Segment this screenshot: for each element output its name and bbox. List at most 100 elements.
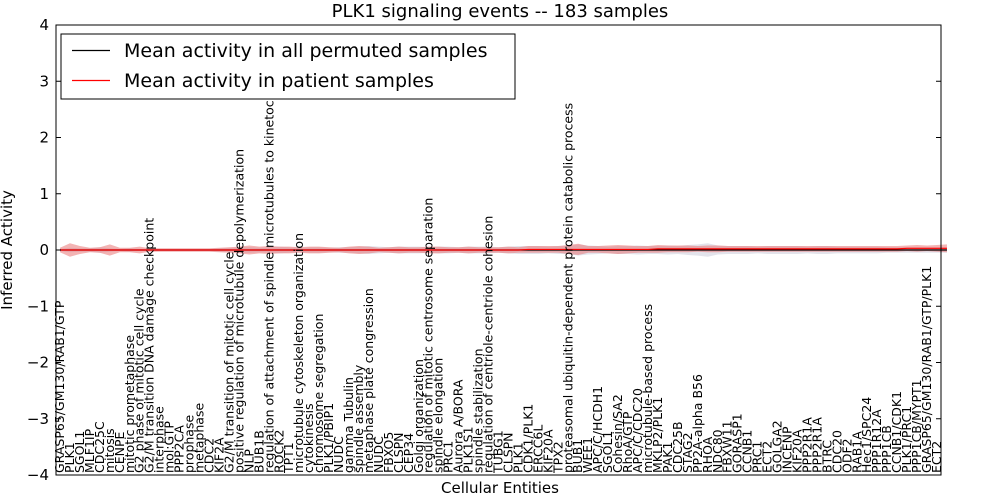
category-label: G2 phase of mitotic cell cycle: [132, 288, 147, 473]
category-label: regulation of centriole-centriole cohesi…: [481, 216, 496, 473]
category-label: PPP1CB/MYPT1: [909, 379, 924, 473]
category-label: spindle assembly: [351, 364, 366, 473]
category-label: G2/M transition DNA damage checkpoint: [142, 218, 157, 473]
category-label: GRASP65/GM130/RAB1/GTP/PLK1: [919, 266, 934, 473]
category-label: KIF20A: [789, 429, 804, 473]
category-label: PLK1: [62, 442, 77, 473]
category-label: APC/C/CDC20: [630, 388, 645, 473]
category-label: mitosis: [102, 428, 117, 473]
category-label: NUDC: [371, 436, 386, 473]
category-label: NDC80: [710, 429, 725, 473]
category-label: CDC25B: [670, 421, 685, 473]
category-label: PPP2R1A: [809, 417, 824, 473]
category-label: STAG2: [680, 432, 695, 473]
series-line-patient: [60, 247, 947, 251]
category-label: WEE1: [580, 437, 595, 473]
category-label: BUB1B: [251, 430, 266, 473]
category-label: spindle stabilization: [471, 348, 486, 473]
category-label: FBXO5: [381, 432, 396, 473]
y-tick-label: −4: [27, 466, 49, 484]
y-tick-label: 1: [39, 185, 49, 203]
legend: Mean activity in all permuted samples Me…: [60, 33, 516, 100]
category-label: PLK1S1: [461, 426, 476, 473]
category-label: PRC1: [441, 441, 456, 473]
category-label: KIF2A: [211, 437, 226, 473]
category-label: CLSPN: [391, 432, 406, 473]
category-label: CCNB1: [740, 430, 755, 473]
category-label: PLK1/PRC1: [899, 406, 914, 473]
category-label: CLSPN: [500, 432, 515, 473]
category-label: ECT2: [929, 441, 944, 473]
category-label: TPT1: [281, 442, 296, 474]
legend-label-patient: Mean activity in patient samples: [124, 70, 434, 92]
y-axis-label: Inferred Activity: [0, 190, 16, 310]
legend-box: [60, 33, 516, 100]
category-label: MKLP2/PLK1: [650, 397, 665, 473]
category-label: Hec1/SPC24: [859, 397, 874, 473]
category-label: SGOL1: [72, 431, 87, 473]
y-tick-label: −3: [27, 410, 49, 428]
category-label: RhoA/GTP: [620, 411, 635, 473]
category-label: MLF1IP: [82, 428, 97, 473]
category-label: spindle elongation: [431, 358, 446, 473]
category-label: PLK1: [510, 442, 525, 473]
plot-area: GRASP65/GM130/RAB1/GTPPLK1SGOL1MLF1IPCDC…: [27, 16, 947, 484]
category-label: ROCK2: [271, 430, 286, 473]
category-label: SGOL1: [600, 431, 615, 473]
y-tick-label: −1: [27, 297, 49, 315]
category-label: CDC25C: [92, 421, 107, 473]
category-label: positive regulation of microtubule depol…: [231, 149, 246, 473]
category-label: TUBG1: [491, 430, 506, 474]
category-label: ERCC6L: [530, 425, 545, 473]
category-label: FBXW11: [720, 420, 735, 473]
chart-title: PLK1 signaling events -- 183 samples: [332, 1, 669, 22]
category-label: G2/M transition of mitotic cell cycle: [221, 251, 236, 473]
category-label: NUDC: [331, 436, 346, 473]
category-label: metaphase plate congression: [361, 288, 376, 473]
category-label: CCNB1/CDK1: [889, 391, 904, 473]
category-label: ECT2: [760, 441, 775, 473]
category-label: INCENP: [780, 426, 795, 473]
x-axis-label: Cellular Entities: [441, 479, 559, 497]
category-label: PP2A-alpha B56: [690, 374, 705, 473]
category-label: PRC1: [750, 441, 765, 473]
category-label: BUB1: [570, 439, 585, 473]
category-label: cytokinesis: [301, 403, 316, 473]
category-label: prophase: [182, 415, 197, 473]
category-label: BTRC: [819, 440, 834, 473]
category-label: CDK1/PLK1: [520, 404, 535, 473]
category-label: APC/C/HCDH1: [590, 386, 605, 473]
category-label: RHOA: [700, 436, 715, 473]
category-label: regulation of attachment of spindle micr…: [261, 72, 276, 473]
y-tick-label: 2: [39, 129, 49, 147]
y-tick-label: 4: [39, 16, 49, 34]
category-label: RAB1A: [849, 431, 864, 473]
category-label: NLP: [241, 449, 256, 473]
y-tick-label: 0: [39, 241, 49, 259]
category-label: Golgi organization: [411, 359, 426, 473]
category-label: CDC20: [829, 430, 844, 473]
category-label: regulation of mitotic centrosome separat…: [421, 198, 436, 473]
category-label: mitotic prometaphase: [122, 335, 137, 473]
category-label: mol:GTP: [162, 421, 177, 473]
category-label: CDC2: [201, 438, 216, 473]
category-label: microtubule cytoskeleton organization: [291, 233, 306, 473]
category-label: GORASP1: [730, 413, 745, 473]
category-label: PPP1CB: [879, 425, 894, 473]
category-label: PPP2R1A: [799, 417, 814, 473]
category-label: CEP34: [401, 433, 416, 473]
category-label: ODF2: [839, 438, 854, 473]
category-label: TPX2: [550, 441, 565, 474]
category-label: chromosome segregation: [311, 314, 326, 473]
category-label: interphase: [152, 406, 167, 473]
category-label: PAK1: [660, 442, 675, 473]
category-label: Cohesin/SA2: [610, 394, 625, 473]
category-label: PPP2CA: [172, 425, 187, 473]
category-label: GOLGA2: [770, 420, 785, 473]
y-tick-label: 3: [39, 72, 49, 90]
category-label: PLK1/PBIP1: [321, 403, 336, 473]
category-label: PPP1R12A: [869, 409, 884, 473]
category-label: proteasomal ubiquitin-dependent protein …: [560, 103, 575, 473]
legend-label-permuted: Mean activity in all permuted samples: [124, 40, 487, 62]
